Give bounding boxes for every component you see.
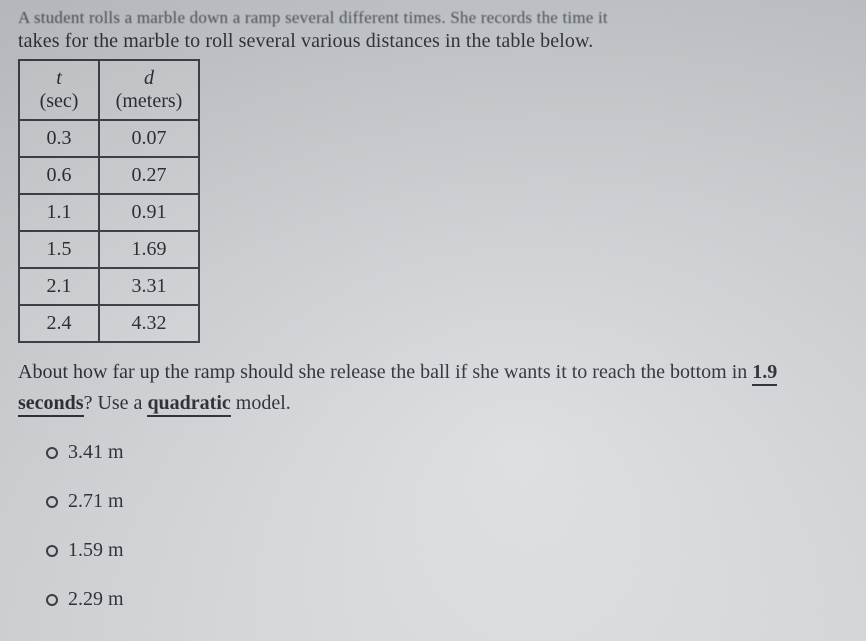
cell-d: 1.69	[99, 231, 199, 268]
answer-options: 3.41 m 2.71 m 1.59 m 2.29 m	[18, 441, 848, 611]
cell-t: 1.5	[19, 231, 99, 268]
cutoff-top-text: A student rolls a marble down a ramp sev…	[18, 8, 848, 28]
table-row: 1.1 0.91	[19, 194, 199, 231]
option-d[interactable]: 2.29 m	[46, 588, 848, 611]
intro-line: takes for the marble to roll several var…	[18, 30, 848, 53]
option-label: 2.29 m	[68, 588, 124, 611]
question-part1: About how far up the ramp should she rel…	[18, 361, 752, 383]
table-row: 2.4 4.32	[19, 305, 199, 342]
cell-d: 0.07	[99, 120, 199, 157]
cell-t: 1.1	[19, 194, 99, 231]
table-row: 0.3 0.07	[19, 120, 199, 157]
cell-d: 0.91	[99, 194, 199, 231]
radio-icon	[46, 496, 58, 508]
worksheet-page: A student rolls a marble down a ramp sev…	[0, 0, 866, 641]
question-part3: model.	[231, 392, 291, 414]
option-b[interactable]: 2.71 m	[46, 490, 848, 513]
cell-d: 0.27	[99, 157, 199, 194]
header-unit-t: (sec)	[19, 90, 99, 120]
cell-t: 0.6	[19, 157, 99, 194]
radio-icon	[46, 545, 58, 557]
table-row: 1.5 1.69	[19, 231, 199, 268]
cell-t: 2.4	[19, 305, 99, 342]
cell-d: 4.32	[99, 305, 199, 342]
cell-d: 3.31	[99, 268, 199, 305]
option-c[interactable]: 1.59 m	[46, 539, 848, 562]
question-text: About how far up the ramp should she rel…	[18, 357, 848, 419]
header-var-t: t	[19, 60, 99, 90]
option-a[interactable]: 3.41 m	[46, 441, 848, 464]
table-row: 2.1 3.31	[19, 268, 199, 305]
header-unit-d: (meters)	[99, 90, 199, 120]
radio-icon	[46, 594, 58, 606]
cell-t: 2.1	[19, 268, 99, 305]
option-label: 2.71 m	[68, 490, 124, 513]
option-label: 3.41 m	[68, 441, 124, 464]
header-var-d: d	[99, 60, 199, 90]
data-table: t d (sec) (meters) 0.3 0.07 0.6 0.27 1.1…	[18, 59, 200, 343]
question-part2: ? Use a	[84, 392, 148, 414]
question-quadratic: quadratic	[147, 392, 230, 417]
option-label: 1.59 m	[68, 539, 124, 562]
cell-t: 0.3	[19, 120, 99, 157]
radio-icon	[46, 447, 58, 459]
table-row: 0.6 0.27	[19, 157, 199, 194]
